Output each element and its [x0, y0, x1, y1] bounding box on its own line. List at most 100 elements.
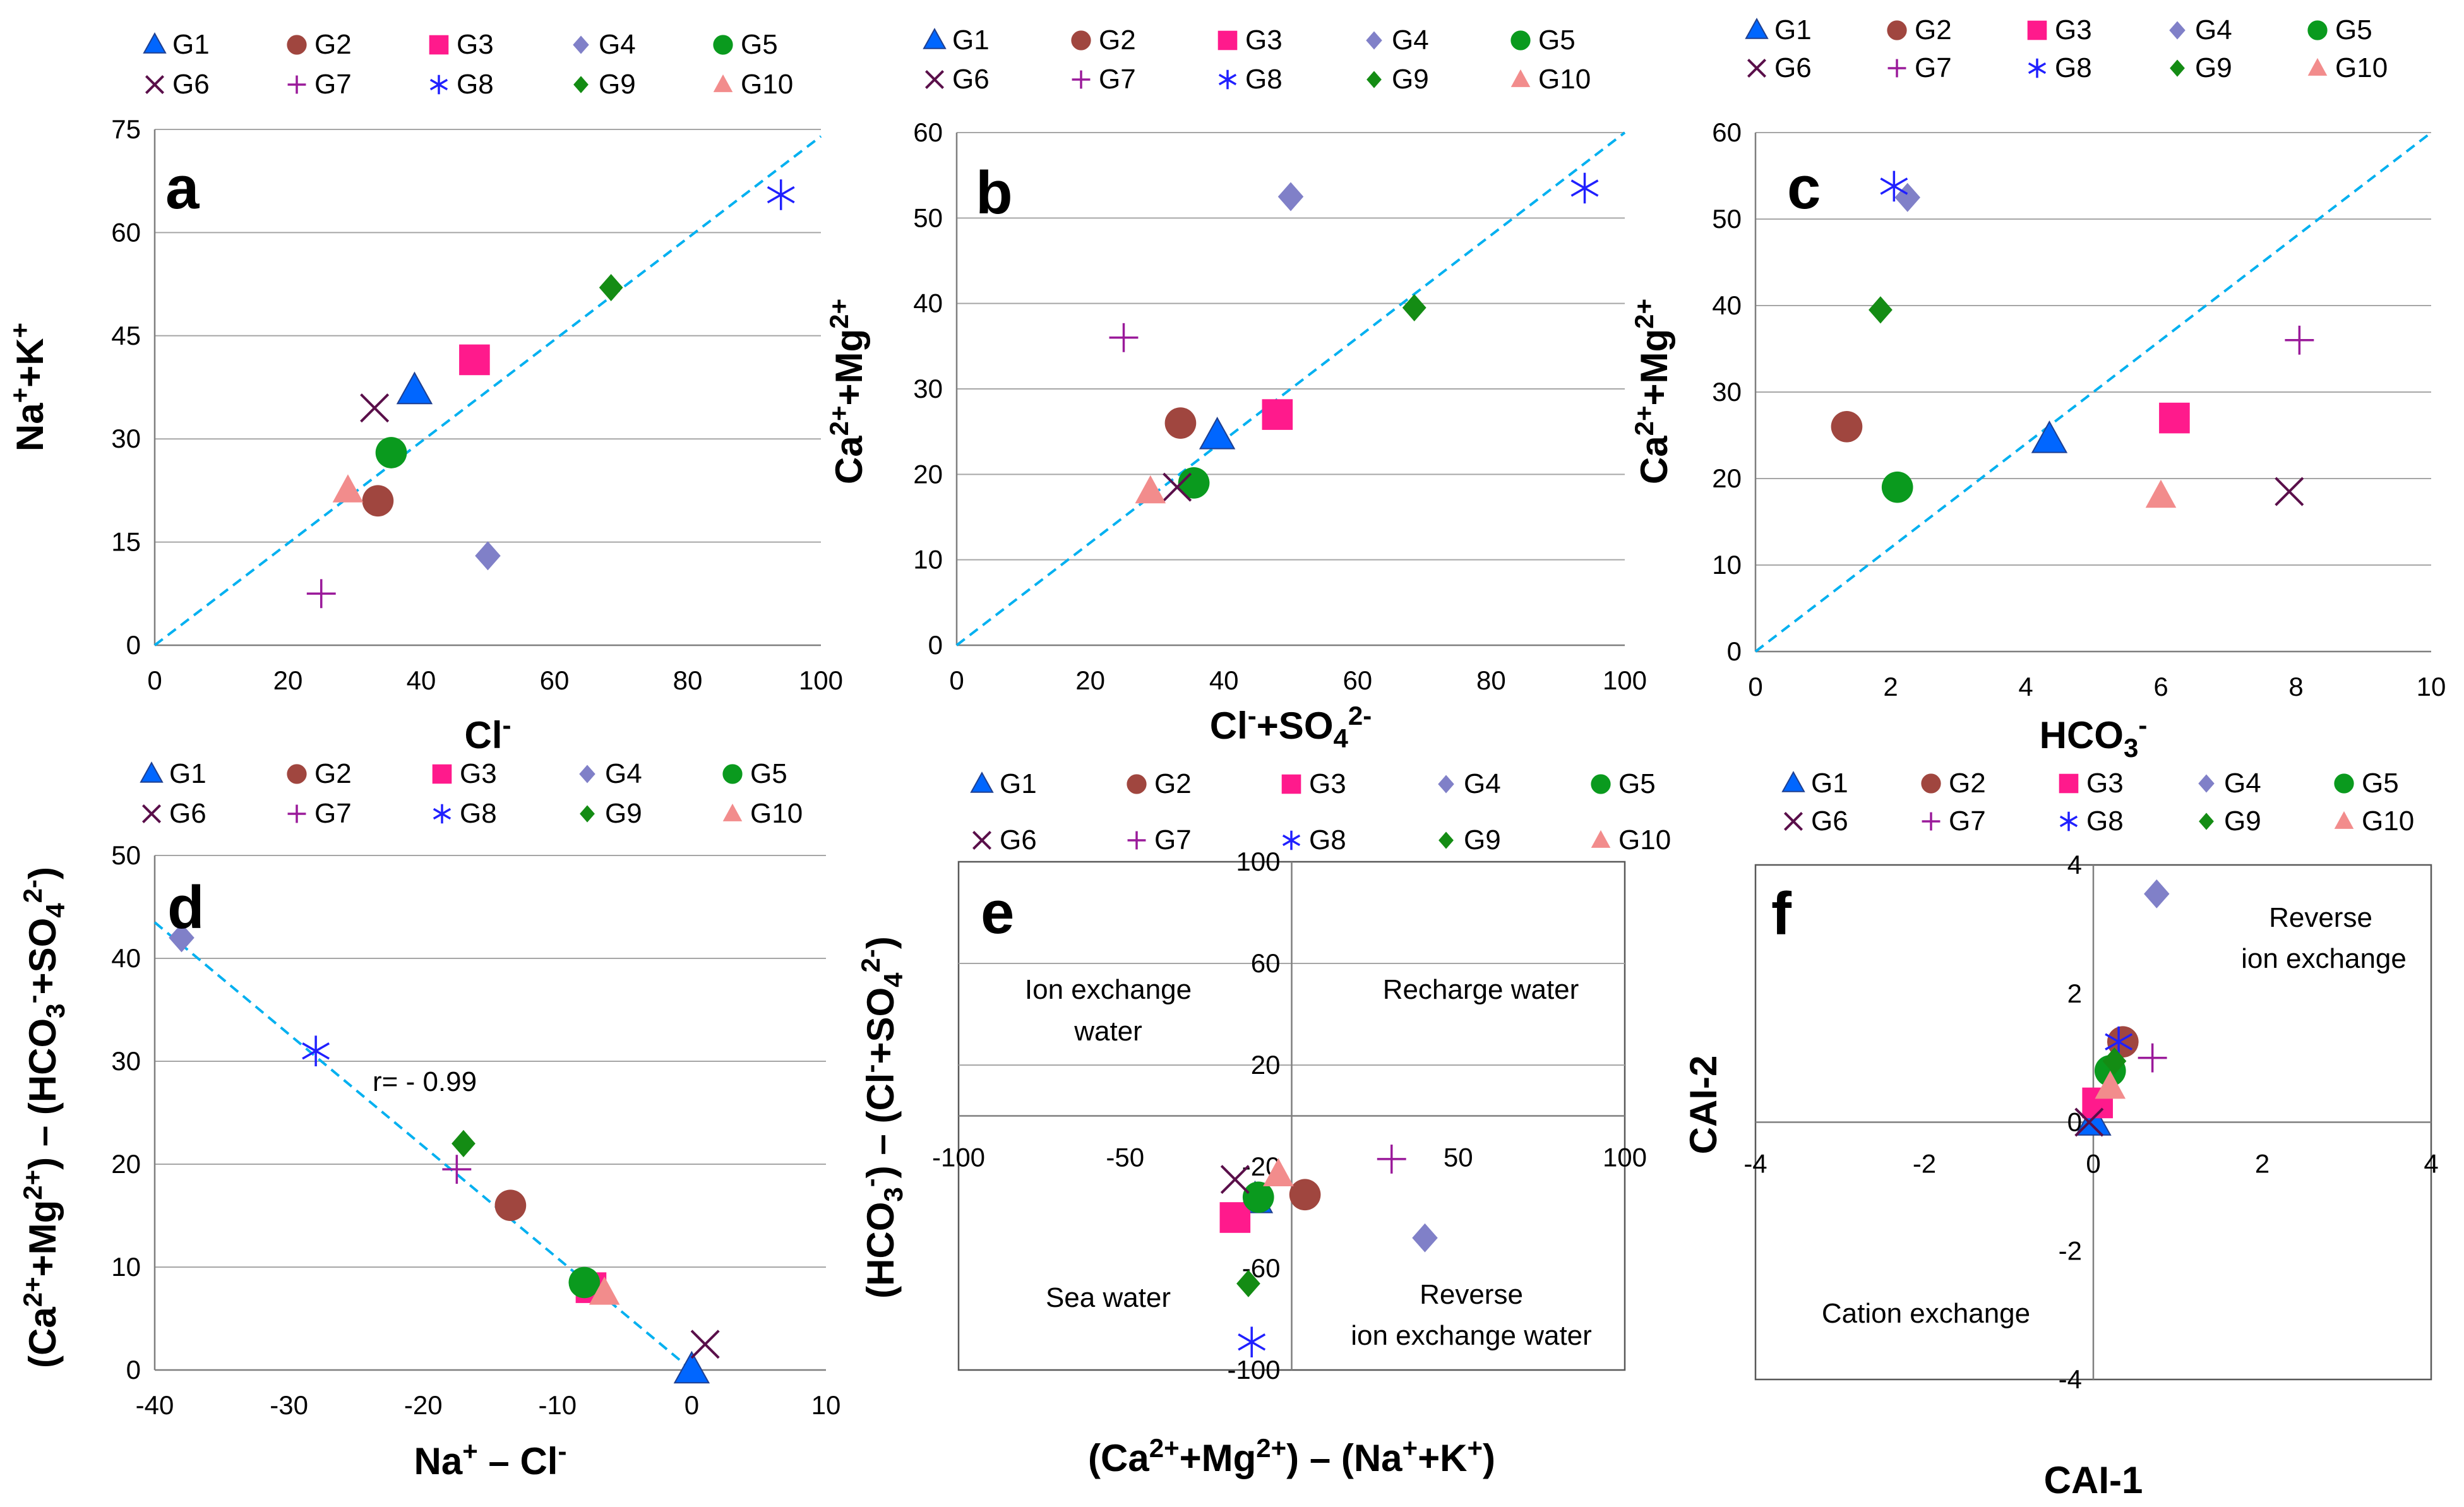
- y-tick-label: 30: [111, 1046, 141, 1076]
- legend-label-G9: G9: [599, 69, 636, 100]
- point-G2: [287, 764, 307, 784]
- point-G6: [2074, 1107, 2104, 1137]
- quadrant-label: Reverse: [2269, 902, 2372, 933]
- legend-label-G7: G7: [1099, 64, 1136, 95]
- point-G8: [302, 1035, 330, 1066]
- point-G1: [970, 771, 994, 793]
- point-G7: [306, 579, 336, 609]
- x-tick-label: -20: [404, 1390, 443, 1420]
- x-tick-label: 80: [673, 665, 703, 695]
- point-G8: [1218, 69, 1237, 90]
- legend-label-G1: G1: [169, 758, 206, 789]
- point-G5: [568, 1266, 601, 1299]
- x-tick-label: -30: [270, 1390, 308, 1420]
- point-G4: [169, 923, 194, 953]
- correlation-label: r= - 0.99: [373, 1066, 477, 1097]
- point-G2: [1071, 30, 1091, 51]
- point-G4: [1366, 31, 1382, 50]
- x-tick-label: 20: [1075, 665, 1105, 695]
- y-tick-label: 30: [913, 374, 943, 403]
- legend-label-G6: G6: [1811, 806, 1848, 837]
- point-G7: [287, 804, 306, 823]
- point-G9: [2170, 59, 2185, 77]
- point-G4: [573, 35, 589, 54]
- point-G5: [2334, 773, 2354, 794]
- x-tick-label: -100: [932, 1143, 985, 1172]
- legend-label-G9: G9: [2195, 52, 2232, 83]
- point-G10: [1591, 830, 1611, 848]
- y-axis-title: (Ca2++Mg2+) – (HCO3-+SO42-): [18, 867, 70, 1368]
- point-G1: [396, 371, 433, 405]
- point-G2: [1921, 773, 1941, 794]
- legend-label-G8: G8: [1309, 825, 1346, 855]
- point-G8: [2105, 1026, 2133, 1057]
- point-G7: [1887, 59, 1906, 78]
- legend-e: G1 G2 G3 G4 G5 G6 G7 G8 G9 G10: [970, 768, 1671, 855]
- point-G9: [599, 273, 623, 302]
- quadrant-label: Cation exchange: [1822, 1298, 2030, 1329]
- panel-letter: a: [165, 154, 200, 222]
- point-G6: [145, 74, 165, 95]
- point-G6: [1220, 1165, 1250, 1194]
- y-tick-label: -100: [1227, 1355, 1280, 1385]
- x-tick-label: 0: [949, 665, 964, 695]
- legend-label-G4: G4: [2195, 15, 2232, 45]
- point-G6: [972, 830, 992, 850]
- point-G7: [2285, 325, 2314, 355]
- point-G7: [1109, 323, 1139, 352]
- x-tick-label: 20: [273, 665, 303, 695]
- point-G5: [1178, 467, 1210, 499]
- legend-label-G5: G5: [2335, 15, 2372, 45]
- legend-label-G10: G10: [1618, 825, 1671, 855]
- x-tick-label: -2: [1913, 1149, 1936, 1179]
- point-G4: [2144, 879, 2170, 908]
- legend-label-G6: G6: [952, 64, 990, 95]
- point-G1: [923, 28, 947, 49]
- point-G8: [2059, 811, 2078, 831]
- point-G3: [429, 35, 449, 55]
- y-tick-label: 0: [2067, 1107, 2082, 1137]
- y-tick-label: 60: [111, 217, 141, 247]
- point-G8: [433, 804, 452, 824]
- y-tick-label: 10: [913, 545, 943, 575]
- point-G8: [1238, 1326, 1266, 1358]
- y-tick-label: 20: [111, 1149, 141, 1179]
- point-G4: [475, 541, 501, 571]
- y-tick-label: 60: [1251, 948, 1281, 978]
- point-G10: [2307, 57, 2328, 76]
- y-tick-label: 40: [1712, 290, 1742, 320]
- x-tick-label: 2: [2255, 1149, 2270, 1179]
- y-tick-label: 40: [111, 943, 141, 973]
- legend-label-G2: G2: [314, 758, 352, 789]
- point-G4: [1277, 182, 1304, 211]
- point-G2: [1127, 774, 1147, 794]
- point-G10: [1510, 69, 1531, 87]
- x-tick-label: 2: [1883, 672, 1898, 701]
- chart-f: G1 G2 G3 G4 G5 G6 G7 G8 G9 G10 -4 -2 0 2 4 -4 -2 0 2 4 Rever…: [1682, 768, 2439, 1501]
- point-G3: [2059, 773, 2079, 794]
- legend-label-G3: G3: [457, 29, 494, 60]
- y-tick-label: 4: [2067, 850, 2082, 879]
- point-G10: [1135, 475, 1166, 504]
- point-G1: [140, 761, 164, 783]
- legend-label-G2: G2: [1949, 768, 1986, 799]
- quadrant-label: ion exchange: [2241, 943, 2407, 974]
- legend-label-G8: G8: [2055, 52, 2092, 83]
- point-G2: [1831, 410, 1863, 443]
- legend-label-G9: G9: [605, 798, 642, 829]
- y-axis-title: Na++K+: [5, 323, 51, 451]
- legend-label-G5: G5: [750, 758, 787, 789]
- y-tick-label: 75: [111, 114, 141, 144]
- quadrant-label: Recharge water: [1383, 974, 1579, 1005]
- legend-label-G3: G3: [2055, 15, 2092, 45]
- x-axis-title: Cl-+SO42-: [1210, 701, 1372, 753]
- legend-label-G10: G10: [741, 69, 793, 100]
- point-G3: [459, 344, 490, 376]
- point-G4: [1412, 1223, 1438, 1253]
- point-G5: [375, 437, 407, 468]
- x-tick-label: 4: [2424, 1149, 2438, 1179]
- quadrant-label: Sea water: [1046, 1282, 1171, 1313]
- legend-label-G1: G1: [1811, 768, 1848, 799]
